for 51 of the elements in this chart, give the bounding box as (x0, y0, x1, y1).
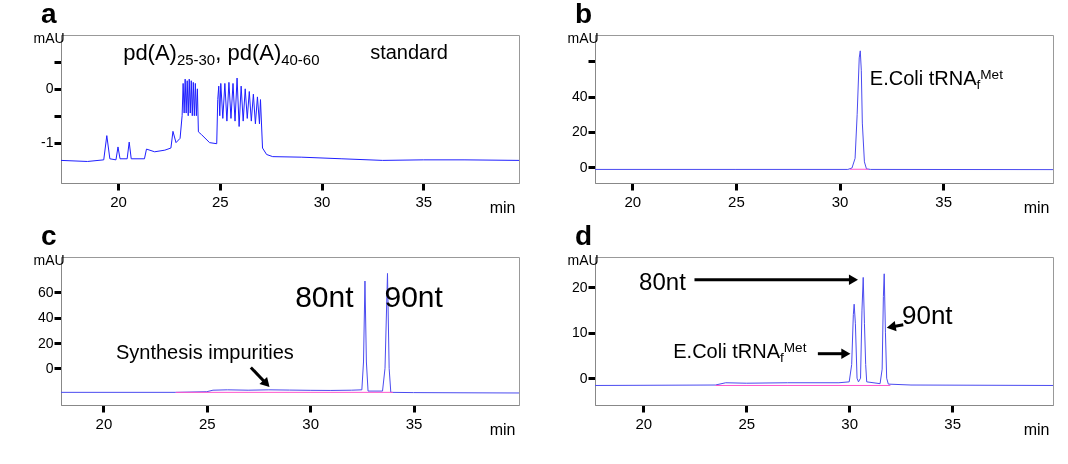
y-tick-label: 0 (45, 80, 54, 97)
line-series (595, 50, 1053, 171)
x-tick-label: 25 (211, 192, 229, 210)
y-tick-label: 20 (37, 334, 54, 351)
x-tick-label: 30 (313, 192, 331, 210)
x-axis-title: min (489, 198, 516, 216)
x-tick-label: 35 (935, 192, 953, 210)
x-tick-label: 20 (635, 414, 653, 432)
y-tick-label: 20 (571, 123, 588, 140)
chart-title: b (575, 0, 593, 29)
y-tick-label: 40 (37, 309, 54, 326)
annotation: 80nt (295, 280, 355, 314)
y-axis-title: mAU (33, 29, 65, 46)
x-tick-label: 20 (624, 192, 642, 210)
line-series (61, 77, 519, 162)
x-tick-label: 35 (415, 192, 433, 210)
x-tick-label: 35 (944, 414, 961, 432)
annotation: 90nt (901, 299, 954, 330)
annotation: Synthesis impurities (115, 341, 294, 364)
y-tick-label: 0 (579, 158, 588, 175)
x-tick-label: 30 (831, 192, 849, 210)
x-axis-title: min (1023, 198, 1050, 216)
chart-title: a (41, 0, 57, 29)
x-tick-label: 35 (405, 414, 423, 432)
x-tick-label: 25 (738, 414, 756, 432)
y-tick-label: 0 (45, 359, 54, 376)
annotation: 90nt (384, 280, 444, 314)
y-tick-label: -1 (41, 134, 54, 151)
x-tick-label: 30 (302, 414, 319, 432)
x-tick-label: 20 (110, 192, 127, 210)
y-axis-title: mAU (567, 251, 599, 268)
y-tick-label: 10 (571, 324, 588, 341)
y-axis-title: mAU (567, 29, 599, 46)
y-tick-label: 60 (37, 283, 54, 300)
x-tick-label: 30 (841, 414, 859, 432)
y-tick-label: 40 (571, 88, 588, 105)
x-axis-title: min (489, 420, 516, 438)
chart-title: c (41, 220, 57, 251)
chart-title: d (575, 220, 593, 251)
line-series (595, 273, 1053, 386)
annotation: 80nt (639, 267, 687, 295)
y-axis-title: mAU (33, 251, 65, 268)
annotation: pd(A)$_{25-30}$, pd(A)$_{40-60}$ (123, 39, 320, 68)
line-series (61, 272, 519, 394)
y-tick-label: 0 (579, 369, 588, 386)
x-axis-title: min (1023, 420, 1050, 438)
x-tick-label: 20 (95, 414, 113, 432)
annotation: standard (370, 40, 448, 63)
x-tick-label: 25 (728, 192, 745, 210)
y-tick-label: 20 (571, 278, 588, 295)
x-tick-label: 25 (198, 414, 216, 432)
